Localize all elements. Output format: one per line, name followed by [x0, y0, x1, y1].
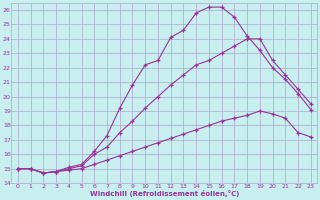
X-axis label: Windchill (Refroidissement éolien,°C): Windchill (Refroidissement éolien,°C) — [90, 190, 239, 197]
